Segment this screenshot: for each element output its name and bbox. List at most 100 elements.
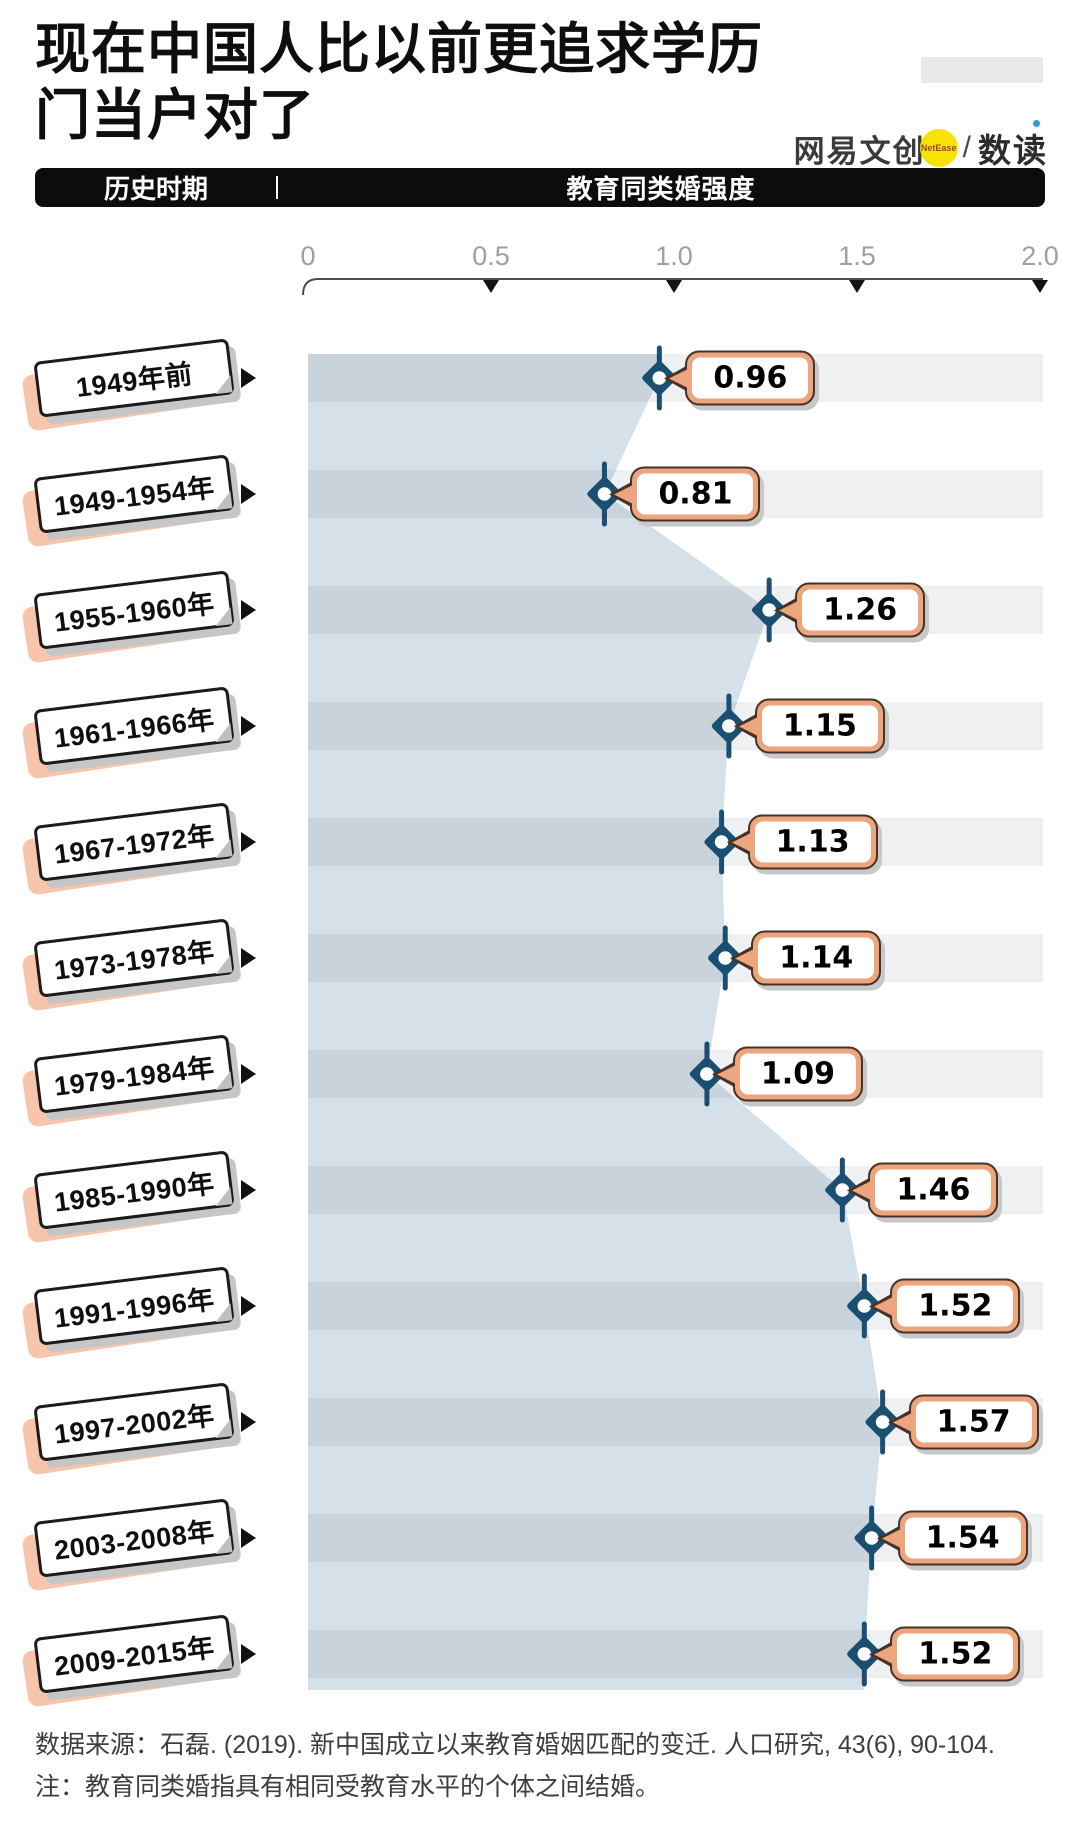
dogear-icon [213,491,233,511]
bubble-tail-icon [614,484,635,504]
netease-logo: 网易文创 NetEase / 数读 [793,120,1048,172]
logo-product-label: 数读 [978,132,1048,169]
column-header-bar: 历史时期 教育同类婚强度 [35,168,1045,207]
area-shape [308,354,883,1690]
bubble-value: 1.15 [761,705,878,747]
value-bubble: 1.09 [711,1046,863,1102]
arrow-right-icon [241,484,256,504]
bubble-tail-icon [669,368,690,388]
marker-hole-icon [718,951,733,965]
axis-tick-label: 0 [300,241,316,271]
bubble-tail-icon [735,948,756,968]
axis-tick-label: 1.0 [655,241,693,271]
note-text: 注：教育同类婚指具有相同受教育水平的个体之间结婚。 [35,1773,661,1801]
bubble-value: 1.26 [802,589,919,631]
bubble-value: 1.14 [758,937,875,979]
data-source-text: 数据来源：石磊. (2019). 新中国成立以来教育婚姻匹配的变迁. 人口研究,… [35,1731,995,1759]
dogear-icon [213,1187,233,1207]
dogear-icon [213,1419,233,1439]
axis-tick-icon [1032,280,1048,293]
arrow-right-icon [241,1528,256,1548]
period-label: 1967-1972年 [52,819,217,870]
axis-tick-icon [849,280,865,293]
marker-hole-icon [762,603,776,617]
bubble-frame: 1.52 [890,1278,1021,1334]
axis-tick-icon [483,280,499,293]
period-label: 1955-1960年 [52,587,217,638]
period-label: 2009-2015年 [52,1631,217,1682]
bubble-value: 0.81 [637,473,754,515]
marker-hole-icon [597,487,612,501]
bubble-frame: 1.09 [732,1046,863,1102]
marker-hole-icon [700,1067,714,1081]
value-bubble: 1.26 [774,582,926,638]
value-bubble: 1.54 [876,1510,1028,1566]
arrow-right-icon [241,600,256,620]
row-stripe [308,702,1043,750]
bubble-frame: 0.81 [630,466,761,522]
value-bubble: 1.15 [733,698,885,754]
dogear-icon [213,1535,233,1555]
value-bubble: 1.52 [869,1626,1021,1682]
bubble-frame: 1.57 [908,1394,1039,1450]
period-label: 1973-1978年 [52,935,217,986]
bubble-value: 1.52 [897,1285,1014,1327]
axis-tick-label: 2.0 [1021,241,1059,271]
decorative-rect [921,57,1043,83]
row-stripe [308,1050,1043,1098]
value-bubble: 1.52 [869,1278,1021,1334]
logo-separator: / [962,131,971,164]
marker-hole-icon [857,1647,872,1661]
arrow-right-icon [241,1412,256,1432]
bubble-frame: 1.54 [897,1510,1028,1566]
spark-icon [1033,120,1040,127]
period-label: 1949-1954年 [52,471,217,522]
arrow-right-icon [241,716,256,736]
bubble-tail-icon [716,1064,737,1084]
bubble-frame: 1.14 [751,930,882,986]
axis-tick-label: 0.5 [472,241,510,271]
arrow-right-icon [241,948,256,968]
period-label: 1961-1966年 [52,703,217,754]
column-header-intensity: 教育同类婚强度 [566,174,756,204]
bubble-tail-icon [874,1644,895,1664]
row-stripe [308,934,1043,982]
bubble-tail-icon [852,1180,873,1200]
bubble-tail-icon [738,716,759,736]
value-bubble: 1.46 [847,1162,999,1218]
marker-hole-icon [714,835,729,849]
bubble-frame: 1.52 [890,1626,1021,1682]
arrow-right-icon [241,368,256,388]
axis-tick-label: 1.5 [838,241,876,271]
marker-hole-icon [875,1415,890,1429]
dogear-icon [213,1303,233,1323]
dogear-icon [213,839,233,859]
dogear-icon [213,723,233,743]
bubble-value: 1.46 [875,1169,992,1211]
arrow-right-icon [241,1064,256,1084]
dogear-icon [213,955,233,975]
bubble-tail-icon [779,600,800,620]
bubble-value: 1.54 [904,1517,1021,1559]
arrow-right-icon [241,1644,256,1664]
bubble-value: 1.09 [739,1053,856,1095]
marker-hole-icon [652,371,667,385]
logo-product-text: 数读 [978,120,1048,172]
value-bubble: 1.14 [730,930,882,986]
period-label: 1985-1990年 [52,1167,217,1218]
title-line2: 门当户对了 [35,84,316,146]
bubble-tail-icon [881,1528,902,1548]
arrow-right-icon [241,1180,256,1200]
period-label: 1979-1984年 [52,1051,217,1102]
axis-line [302,278,1043,296]
arrow-right-icon [241,1296,256,1316]
period-label: 1991-1996年 [52,1283,217,1334]
logo-brand-text: 网易文创 [793,133,926,169]
period-label: 1949年前 [74,358,195,403]
title-line1: 现在中国人比以前更追求学历 [35,18,764,80]
dogear-icon [213,1651,233,1671]
row-stripe [308,818,1043,866]
column-divider [276,176,278,199]
bubble-tail-icon [892,1412,913,1432]
